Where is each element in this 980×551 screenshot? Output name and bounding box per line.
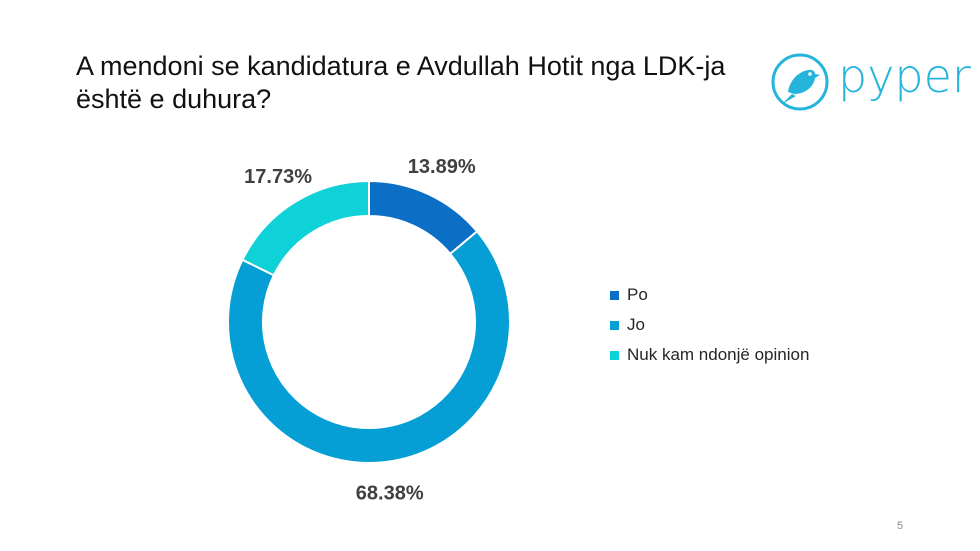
- legend-label: Po: [627, 285, 648, 304]
- legend-item-no-opinion: Nuk kam ndonjë opinion: [610, 340, 809, 370]
- page-number: 5: [897, 520, 904, 532]
- slide-title: A mendoni se kandidatura e Avdullah Hoti…: [76, 51, 726, 114]
- pyper-logo: pyper: [768, 50, 971, 114]
- legend-swatch: [610, 290, 619, 300]
- data-label-no-opinion: 17.73%: [244, 166, 312, 188]
- legend-label: Jo: [627, 315, 645, 334]
- bird-icon: [771, 53, 829, 111]
- logo-text: pyper: [838, 49, 971, 103]
- data-label-po: 13.89%: [408, 156, 476, 178]
- chart-legend: Po Jo Nuk kam ndonjë opinion: [610, 280, 809, 370]
- legend-item-jo: Jo: [610, 310, 809, 340]
- legend-item-po: Po: [610, 280, 809, 310]
- legend-swatch: [610, 320, 619, 330]
- legend-swatch: [610, 350, 619, 360]
- slice-po: [368, 179, 479, 256]
- legend-label: Nuk kam ndonjë opinion: [627, 345, 810, 364]
- data-label-jo: 68.38%: [356, 483, 424, 505]
- slice-no-opinion: [241, 179, 370, 277]
- slice-jo: [227, 229, 511, 464]
